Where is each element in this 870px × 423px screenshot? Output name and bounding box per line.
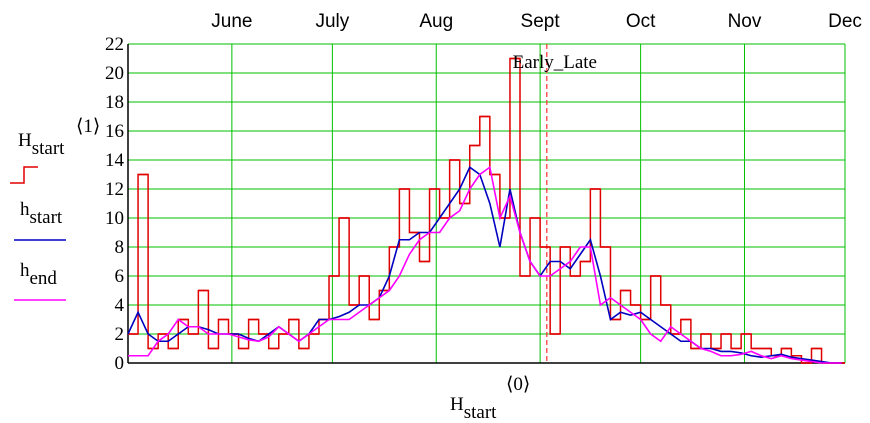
step-connector — [128, 57, 845, 364]
y-tick-label: 8 — [115, 237, 125, 258]
labels: 0 2 4 6 8 10 12 14 16 18 20 22 June July Aug Sept Oct Nov… — [10, 11, 862, 423]
x-tick-label: Dec — [828, 11, 862, 32]
y-label-main: H — [18, 130, 32, 151]
y-tick-label: 16 — [105, 121, 124, 142]
y-tick-label: 12 — [105, 179, 124, 200]
x-tick-label: Oct — [626, 11, 656, 32]
x-tick-label: Sept — [521, 11, 561, 32]
legend-main: h — [20, 260, 30, 281]
y-tick-label: 4 — [115, 295, 125, 316]
marks — [127, 57, 845, 364]
legend-label: hstart — [20, 199, 63, 228]
y-tick-label: 0 — [115, 353, 125, 374]
x-tick-label: Aug — [419, 11, 453, 32]
legend-sub: start — [30, 207, 63, 228]
y-label-sub: start — [32, 138, 65, 159]
x-tick-label: Nov — [728, 11, 762, 32]
legend-main: h — [20, 199, 30, 220]
marker-label: Early_Late — [513, 52, 597, 73]
x-tick-label: June — [211, 11, 252, 32]
grid — [127, 43, 846, 364]
y-tick-label: 20 — [105, 63, 124, 84]
x-label: Hstart — [450, 394, 497, 423]
y-tick-label: 18 — [105, 92, 124, 113]
legend-swatch — [10, 166, 38, 184]
y-tick-label: 2 — [115, 324, 125, 345]
y-tick-label: 14 — [105, 150, 125, 171]
line — [127, 166, 842, 364]
y-tick-label: 10 — [105, 208, 124, 229]
x-label-main: H — [450, 394, 464, 415]
legend-sub: end — [30, 268, 58, 289]
y-tick-label: 22 — [105, 34, 124, 55]
legend-label: hend — [20, 260, 57, 289]
x-label-sup: ⟨0⟩ — [506, 374, 530, 395]
y-label-sup: ⟨1⟩ — [76, 116, 100, 137]
y-label: Hstart — [18, 130, 65, 159]
y-tick-label: 6 — [115, 266, 125, 287]
x-tick-label: July — [315, 11, 349, 32]
x-label-sub: start — [464, 402, 497, 423]
line — [128, 165, 842, 364]
